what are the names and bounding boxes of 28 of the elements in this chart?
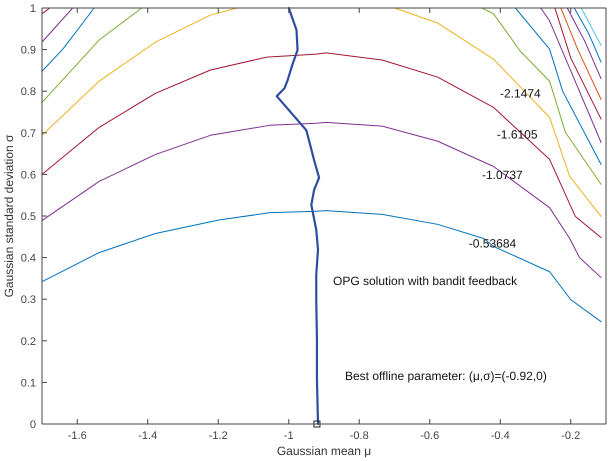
line-series [42, 52, 602, 238]
y-tick-label: 0 [30, 419, 36, 431]
line-series [394, 8, 602, 217]
x-tick-label: -1.6 [68, 430, 87, 442]
y-tick-label: 0.5 [20, 211, 36, 223]
y-axis-title: Gaussian standard deviation σ [2, 134, 16, 298]
x-tick-label: -0.2 [561, 430, 580, 442]
y-tick-label: 0.8 [20, 86, 36, 98]
y-tick-label: 0.3 [20, 294, 36, 306]
annotation: Best offline parameter: (μ,σ)=(-0.92,0) [345, 369, 547, 383]
y-tick-label: 1 [30, 3, 36, 15]
annotation: OPG solution with bandit feedback [333, 274, 518, 288]
y-tick-label: 0.7 [20, 128, 36, 140]
line-series [42, 8, 238, 136]
x-tick-label: -1.2 [208, 430, 228, 442]
y-tick-label: 0.2 [20, 336, 36, 348]
y-tick-label: 0.1 [20, 377, 36, 390]
line-series [42, 210, 602, 322]
line-series [481, 8, 602, 185]
y-tick-label: 0.6 [20, 169, 36, 182]
y-tick-label: 0.4 [20, 252, 36, 265]
x-tick-label: -0.6 [420, 430, 440, 442]
x-tick-label: -1.4 [138, 430, 158, 442]
x-tick-label: -1 [284, 430, 294, 442]
x-axis-title: Gaussian mean μ [276, 444, 372, 458]
y-tick-label: 0.9 [20, 44, 36, 57]
x-tick-label: -0.8 [350, 430, 369, 442]
x-tick-label: -0.4 [490, 430, 510, 442]
